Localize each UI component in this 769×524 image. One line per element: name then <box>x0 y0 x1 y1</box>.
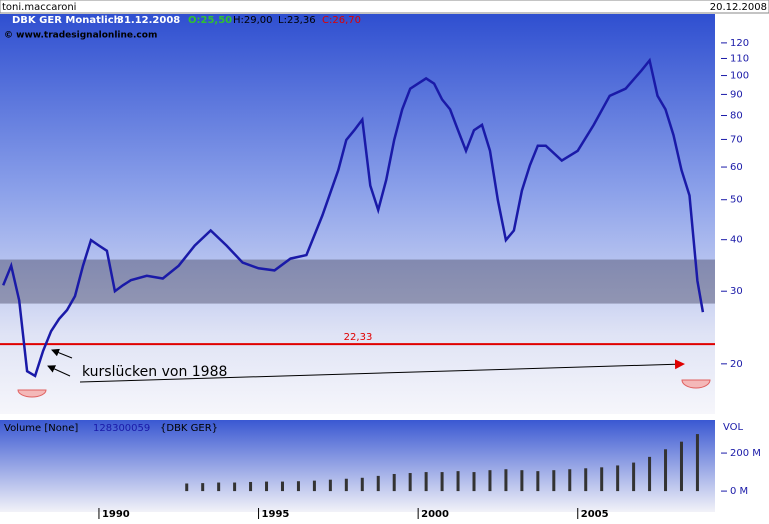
volume-bar <box>233 482 237 492</box>
volume-symbol: {DBK GER} <box>160 423 218 434</box>
volume-bar <box>265 481 269 492</box>
volume-bar <box>280 481 284 492</box>
x-tick-label: 2000 <box>421 509 449 520</box>
volume-bar <box>520 470 524 492</box>
quote-high: H:29,00 <box>233 15 273 26</box>
volume-bar <box>312 480 316 492</box>
y-tick-label: 100 <box>730 71 749 82</box>
y-tick-label: 80 <box>730 111 743 122</box>
volume-bar <box>392 473 396 492</box>
date: 20.12.2008 <box>710 2 767 13</box>
volume-bar <box>360 477 364 492</box>
source: © www.tradesignalonline.com <box>4 31 157 41</box>
volume-bar <box>664 449 668 492</box>
user: toni.maccaroni <box>2 2 76 13</box>
band <box>0 259 715 304</box>
volume-bar <box>679 441 683 492</box>
arrow <box>47 365 71 377</box>
volume-bar <box>344 478 348 492</box>
volume-bar <box>552 470 556 492</box>
y-tick-label: 20 <box>730 359 743 370</box>
y-tick-label: 60 <box>730 162 743 173</box>
volume-bar <box>568 469 572 492</box>
volume-bar <box>616 465 620 492</box>
volume-bar <box>185 483 189 492</box>
volume-axis-label: VOL <box>723 422 744 433</box>
volume-title: Volume [None] <box>4 423 78 434</box>
gap-marker <box>17 389 47 398</box>
chart-date: 31.12.2008 <box>117 15 180 26</box>
volume-bar <box>376 475 380 492</box>
volume-bar <box>424 472 428 492</box>
volume-bar <box>249 481 253 492</box>
chart-title: DBK GER Monatlich <box>12 15 121 26</box>
arrow <box>79 359 685 383</box>
y-tick-label: 70 <box>730 134 743 145</box>
price-chart: 22,33 20 30 40 50 60 70 80 90 100 110 120 <box>0 38 749 378</box>
volume-bar <box>648 456 652 492</box>
volume-bar <box>584 468 588 492</box>
volume-bar <box>408 473 412 492</box>
volume-chart: 0 M 200 M <box>185 434 761 497</box>
volume-bar <box>488 470 492 492</box>
reference-label: 22,33 <box>344 332 373 343</box>
volume-bar <box>504 469 508 492</box>
arrow <box>51 348 73 359</box>
price-line <box>2 57 705 378</box>
volume-panel <box>0 420 715 512</box>
x-tick-label: 1990 <box>102 509 130 520</box>
quote-open: O:25,50 <box>188 15 232 26</box>
volume-last: 128300059 <box>93 423 150 434</box>
annotation: kurslücken von 1988 <box>82 364 227 380</box>
gap-marker <box>681 379 711 389</box>
volume-bar <box>456 471 460 492</box>
volume-bar <box>201 483 205 492</box>
volume-bar <box>328 479 332 492</box>
volume-bar <box>632 462 636 492</box>
volume-bar <box>536 471 540 492</box>
x-tick-label: 2005 <box>581 509 609 520</box>
volume-bar <box>440 472 444 492</box>
quote-close: C:26,70 <box>322 15 361 26</box>
quote-low: L:23,36 <box>278 15 316 26</box>
volume-bar <box>217 482 221 492</box>
volume-bar <box>472 472 476 492</box>
volume-bar <box>695 434 699 492</box>
y-tick-label: 30 <box>730 286 743 297</box>
volume-bar <box>296 481 300 492</box>
y-tick-label: 0 M <box>730 486 748 497</box>
price-panel <box>0 14 715 414</box>
x-tick-label: 1995 <box>262 509 290 520</box>
y-tick-label: 200 M <box>730 448 761 459</box>
volume-bar <box>600 467 604 492</box>
y-tick-label: 40 <box>730 235 743 246</box>
y-tick-label: 120 <box>730 38 749 49</box>
title-bar <box>0 0 769 14</box>
y-tick-label: 90 <box>730 89 743 100</box>
y-tick-label: 110 <box>730 53 749 64</box>
y-tick-label: 50 <box>730 195 743 206</box>
